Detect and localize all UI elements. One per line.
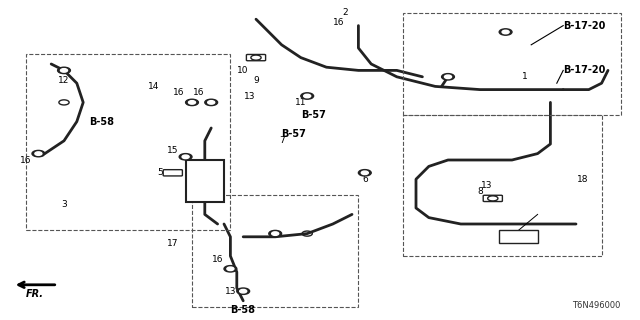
Circle shape — [445, 75, 452, 79]
Text: 16: 16 — [173, 88, 185, 97]
Text: 15: 15 — [167, 146, 179, 155]
Bar — [499, 230, 538, 243]
Bar — [26, 54, 230, 230]
Text: 8: 8 — [477, 188, 483, 196]
Text: 13: 13 — [481, 181, 492, 190]
Text: T6N496000: T6N496000 — [572, 301, 621, 310]
Text: 16: 16 — [212, 255, 223, 264]
Text: 11: 11 — [295, 98, 307, 107]
Text: B-17-20: B-17-20 — [563, 65, 605, 76]
Bar — [403, 115, 602, 256]
Circle shape — [205, 99, 218, 106]
Circle shape — [304, 94, 311, 98]
Text: 14: 14 — [148, 82, 159, 91]
Text: 13: 13 — [225, 287, 236, 296]
Circle shape — [239, 289, 247, 293]
Bar — [403, 13, 621, 115]
Circle shape — [442, 74, 454, 80]
Text: 13: 13 — [244, 92, 255, 100]
Circle shape — [32, 150, 45, 157]
Circle shape — [361, 171, 368, 175]
Text: 2: 2 — [343, 8, 348, 17]
Text: 18: 18 — [577, 175, 588, 184]
Circle shape — [301, 93, 314, 99]
Text: 5: 5 — [157, 168, 163, 177]
Circle shape — [35, 152, 42, 156]
Text: 7: 7 — [279, 136, 284, 145]
Text: 12: 12 — [58, 76, 70, 84]
Circle shape — [186, 99, 198, 106]
Circle shape — [179, 154, 192, 160]
Text: 3: 3 — [61, 200, 67, 209]
FancyBboxPatch shape — [163, 170, 182, 176]
FancyBboxPatch shape — [246, 54, 266, 61]
Text: 16: 16 — [193, 88, 204, 97]
Text: 10: 10 — [237, 66, 249, 75]
Text: B-57: B-57 — [301, 110, 326, 120]
Circle shape — [207, 101, 215, 104]
Text: B-57: B-57 — [282, 129, 307, 140]
Text: B-17-20: B-17-20 — [563, 20, 605, 31]
Text: 6: 6 — [362, 175, 367, 184]
FancyBboxPatch shape — [483, 195, 502, 202]
Circle shape — [58, 67, 70, 74]
Text: 9: 9 — [253, 76, 259, 84]
Circle shape — [499, 29, 512, 35]
Bar — [192, 195, 358, 307]
Circle shape — [224, 266, 237, 272]
Circle shape — [182, 155, 189, 159]
Text: 17: 17 — [167, 239, 179, 248]
Text: FR.: FR. — [26, 289, 44, 300]
Circle shape — [227, 267, 234, 271]
Text: B-58: B-58 — [230, 305, 255, 316]
Text: 16: 16 — [20, 156, 31, 164]
Text: 16: 16 — [333, 18, 345, 27]
Circle shape — [237, 288, 250, 294]
Circle shape — [358, 170, 371, 176]
Circle shape — [269, 230, 282, 237]
Circle shape — [60, 69, 68, 72]
Circle shape — [502, 30, 509, 34]
Text: 1: 1 — [522, 72, 527, 81]
Text: B-58: B-58 — [90, 116, 115, 127]
Bar — [186, 160, 224, 202]
Circle shape — [272, 232, 279, 236]
Circle shape — [188, 101, 196, 104]
